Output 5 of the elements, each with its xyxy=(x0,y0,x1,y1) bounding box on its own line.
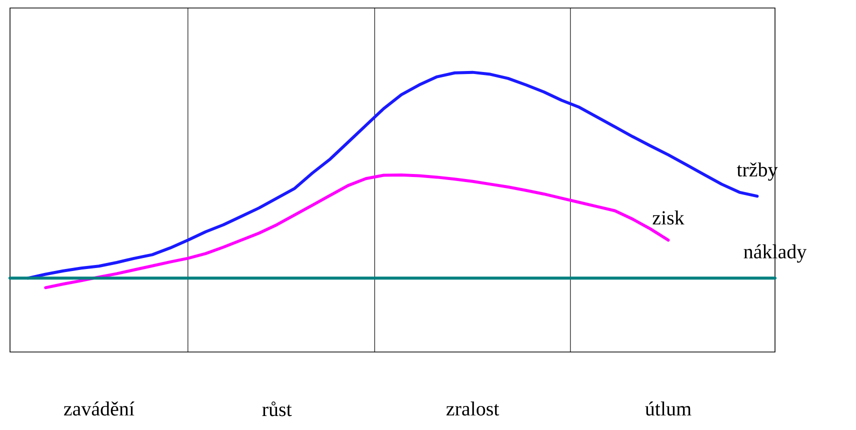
x-tick-label: růst xyxy=(262,402,292,416)
x-tick-label: zavádění xyxy=(64,402,134,416)
x-tick-label: zralost xyxy=(446,402,500,416)
series-label: zisk xyxy=(652,210,684,225)
x-tick-label: útlum xyxy=(645,402,692,416)
